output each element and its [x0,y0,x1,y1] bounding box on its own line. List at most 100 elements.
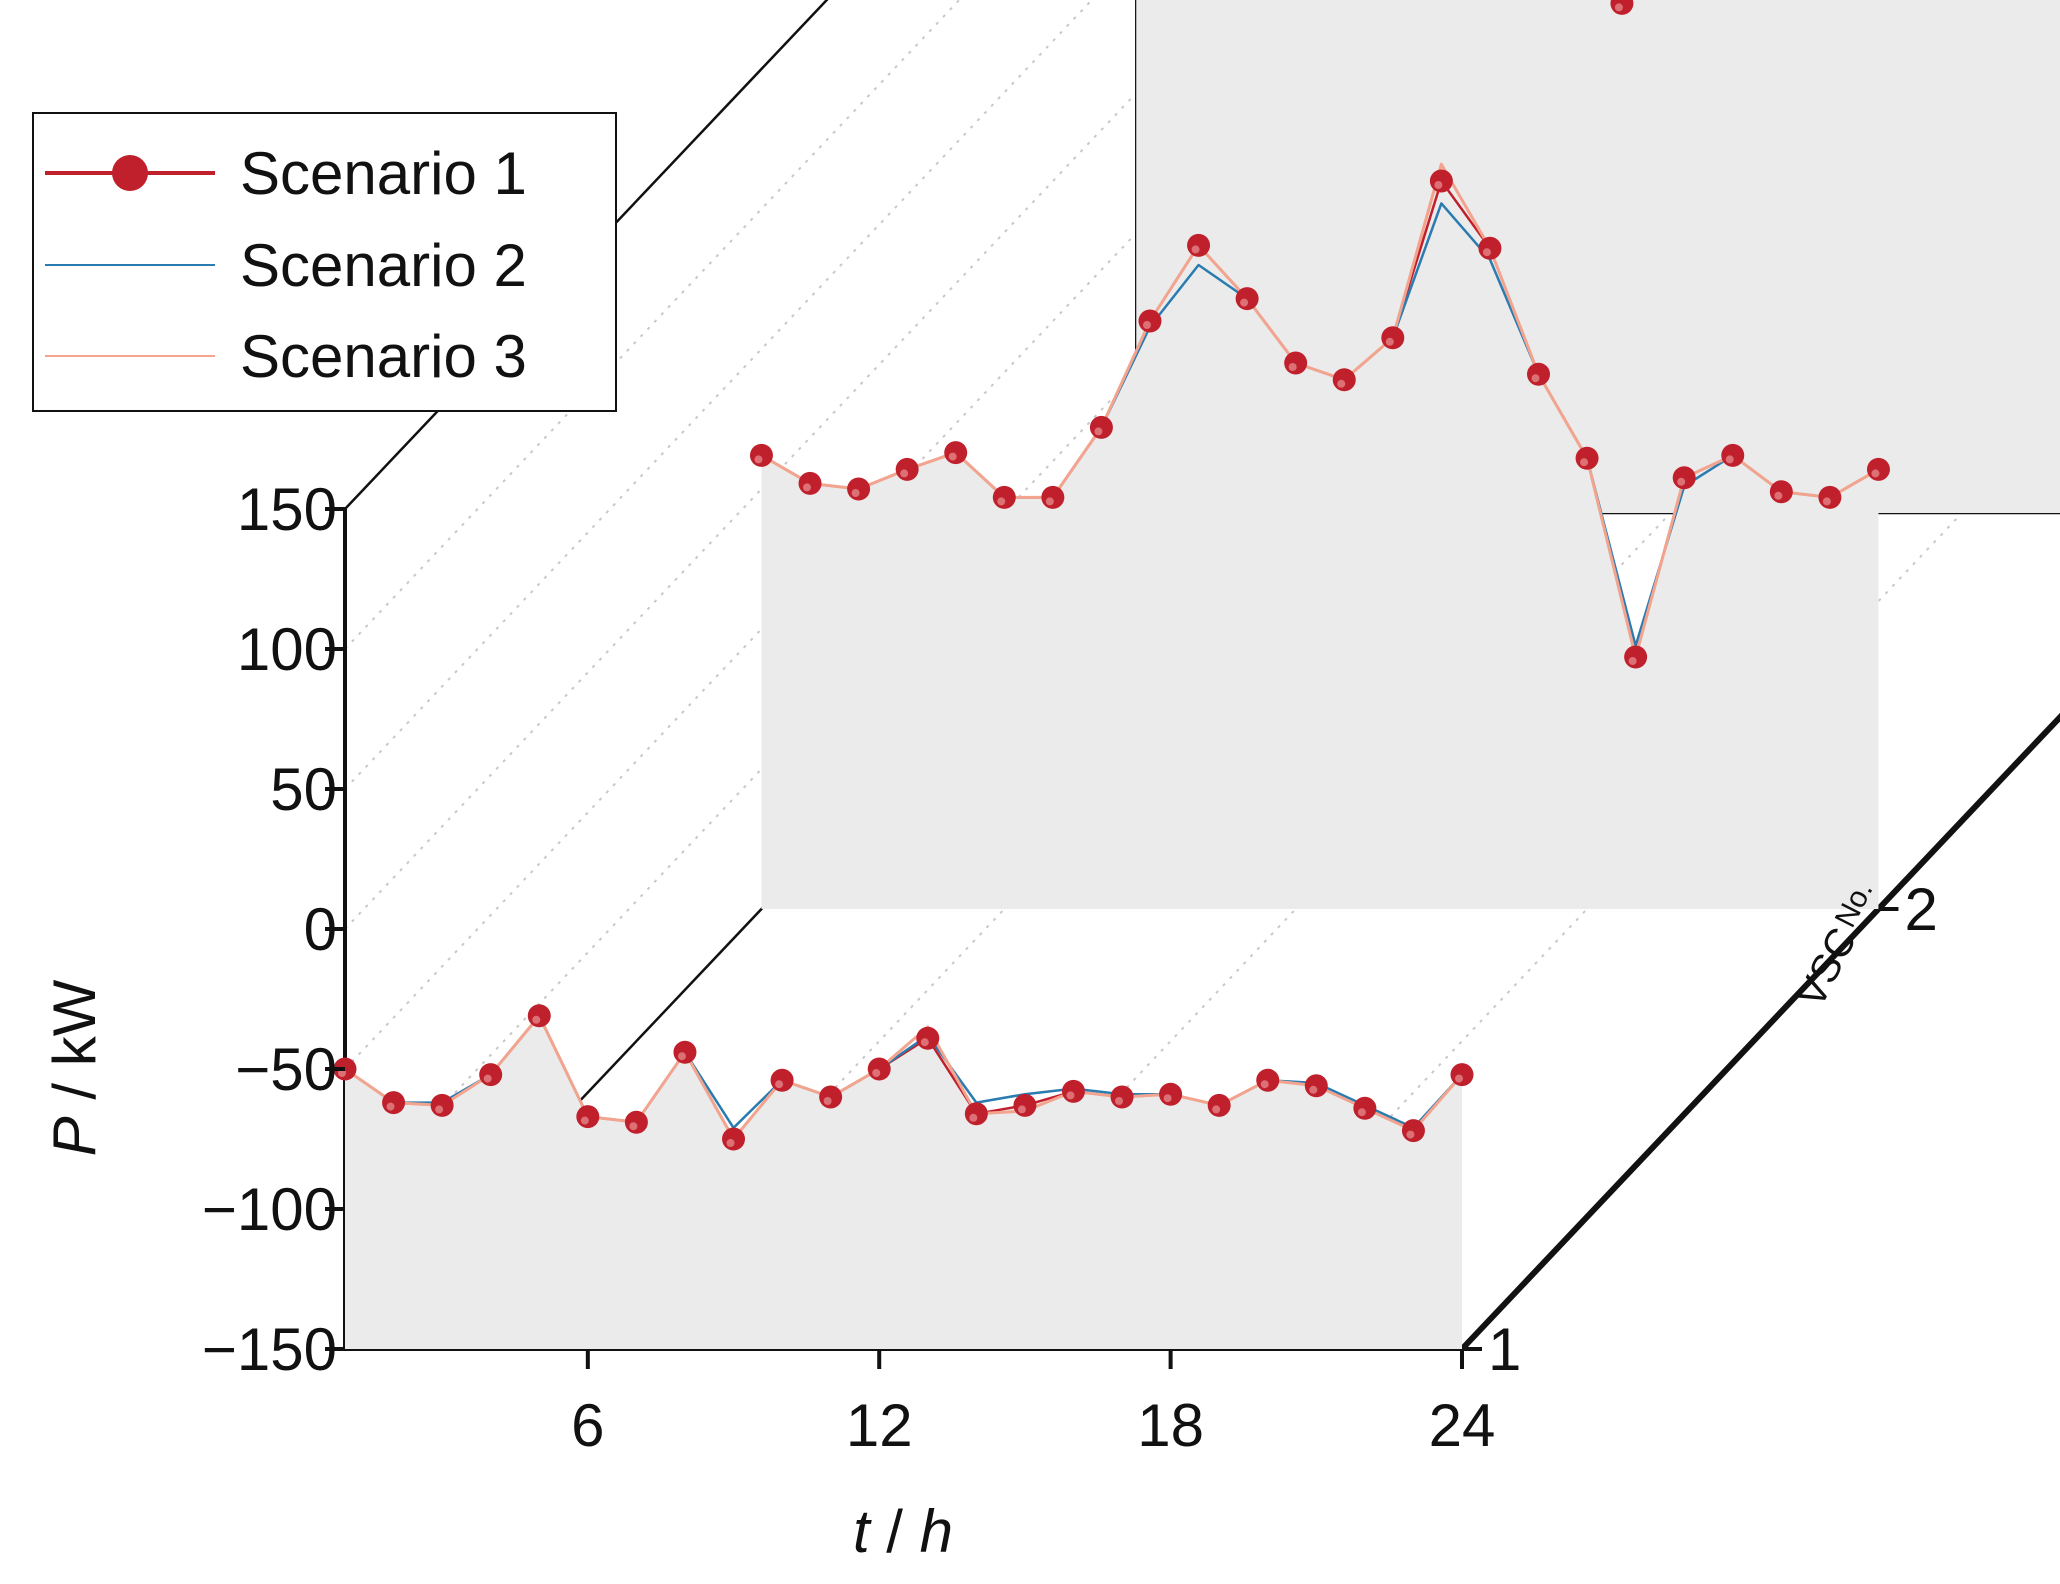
vsc-1-point-23 [1401,1119,1425,1143]
vsc-1-point-13 [916,1026,940,1050]
vsc-1-point-highlight-16 [1066,1091,1075,1100]
vsc-2-point-highlight-20 [1677,477,1686,486]
vsc-2-point-highlight-24 [1871,469,1880,478]
vsc-1-point-15 [1013,1093,1037,1117]
vsc-1-point-19 [1207,1093,1231,1117]
side-wall-grid [344,0,1094,790]
vsc-1-point-highlight-20 [1260,1080,1269,1089]
vsc-1-point-highlight-10 [775,1080,784,1089]
vsc-1-point-highlight-15 [1017,1105,1026,1114]
vsc-2-point-17 [1527,362,1551,386]
vsc-2-point-20 [1672,466,1696,490]
vsc-2-point-highlight-3 [851,489,860,497]
vsc-2-point-8 [1089,415,1113,439]
legend-label-scenario-3: Scenario 3 [240,323,527,390]
y-tick-label: 150 [237,476,337,543]
vsc-1-point-12 [867,1057,891,1081]
vsc-2-point-2 [798,471,822,495]
y-tick-label: 50 [270,756,337,823]
vsc-1-series [333,1004,1474,1151]
legend-marker-scenario-1 [112,155,148,191]
x-axis-sep: / [870,1498,920,1565]
vsc-1-point-10 [770,1068,794,1092]
vsc-1-point-highlight-23 [1406,1130,1415,1139]
vsc-2-point-highlight-8 [1094,427,1103,436]
vsc-2-point-highlight-2 [803,483,812,492]
vsc-1-point-4 [479,1063,503,1087]
side-wall-grid [344,92,1138,930]
vsc-2-point-highlight-1 [754,455,763,464]
vsc-2-point-6 [992,485,1016,509]
vsc-1-point-highlight-7 [629,1122,638,1131]
x-tick-label: 12 [846,1392,913,1459]
vsc-2-point-16 [1478,236,1502,260]
y-axis-title: P / kW [41,979,108,1156]
vsc-2-point-19 [1624,645,1648,669]
vsc-1-point-highlight-14 [969,1113,978,1122]
vsc-2-point-12 [1284,351,1308,375]
vsc-2-point-highlight-13 [1337,379,1346,388]
legend-label-scenario-2: Scenario 2 [240,232,527,299]
vsc-2-point-18 [1575,446,1599,470]
vsc-2-point-14 [1381,326,1405,350]
vsc-2-point-13 [1332,368,1356,392]
legend-item-scenario-2: Scenario 2 [45,232,527,299]
y-tick-label: −100 [202,1176,337,1243]
y-tick-label: −150 [202,1316,337,1383]
vsc-2-point-highlight-5 [948,452,957,461]
vsc-1-point-highlight-9 [726,1139,735,1147]
vsc-1-point-7 [624,1110,648,1134]
vsc-1-point-5 [527,1004,551,1028]
vsc-2-point-23 [1818,485,1842,509]
vsc-2-point-5 [944,441,968,465]
vsc-1-point-highlight-13 [920,1038,929,1047]
vsc-2-point-highlight-22 [1774,491,1783,500]
vsc-1-point-highlight-22 [1357,1108,1366,1117]
legend-item-scenario-3: Scenario 3 [45,323,527,390]
vsc-2-point-highlight-23 [1822,497,1831,506]
vsc-1-point-14 [964,1102,988,1126]
vsc-1-point-17 [1110,1085,1134,1109]
y-axis-var: P [41,1116,108,1156]
vsc-1-point-highlight-21 [1309,1085,1318,1094]
vsc-1-point-highlight-12 [872,1069,881,1077]
z-axis-line [1459,712,2060,1352]
x-tick-label: 6 [571,1392,604,1459]
x-axis-var: t [853,1498,872,1565]
vsc-2-point-highlight-18 [1580,458,1589,467]
vsc-1-point-highlight-6 [580,1116,589,1125]
vsc-1-point-highlight-11 [823,1097,832,1105]
vsc-1-point-highlight-3 [435,1105,444,1114]
side-wall-grid [344,0,961,650]
series-layer [333,0,2060,1349]
vsc-2-point-highlight-10 [1191,245,1200,254]
vsc-2-point-highlight-17 [1531,374,1540,383]
vsc-2-point-highlight-15 [1434,181,1443,189]
vsc-1-point-highlight-5 [532,1015,541,1024]
vsc-2-point-15 [1429,169,1453,193]
vsc-1-point-highlight-17 [1115,1097,1124,1105]
vsc-2-point-22 [1769,480,1793,504]
vsc-2-point-21 [1721,443,1745,467]
vsc-1-point-9 [722,1127,746,1151]
vsc-2-point-7 [1041,485,1065,509]
vsc-2-fill [761,181,1879,909]
legend-item-scenario-1: Scenario 1 [45,140,527,207]
vsc-2-point-9 [1138,309,1162,333]
vsc-3-point-highlight-11 [1614,3,1623,12]
legend: Scenario 1 Scenario 2 Scenario 3 [32,112,617,412]
vsc-2-point-11 [1235,287,1259,311]
vsc-1-fill [345,1015,1462,1349]
vsc-2-series [749,162,1890,669]
side-wall-grid [344,232,1138,1070]
vsc-1-point-6 [576,1105,600,1129]
vsc-2-point-highlight-9 [1142,321,1151,329]
vsc-1-point-24 [1450,1063,1474,1087]
vsc-2-point-highlight-16 [1482,248,1491,257]
vsc-2-point-10 [1187,233,1211,257]
vsc-1-point-8 [673,1040,697,1064]
z-tick-label: 1 [1488,1316,1521,1383]
vsc-2-point-1 [749,443,773,467]
vsc-1-point-21 [1304,1074,1328,1098]
